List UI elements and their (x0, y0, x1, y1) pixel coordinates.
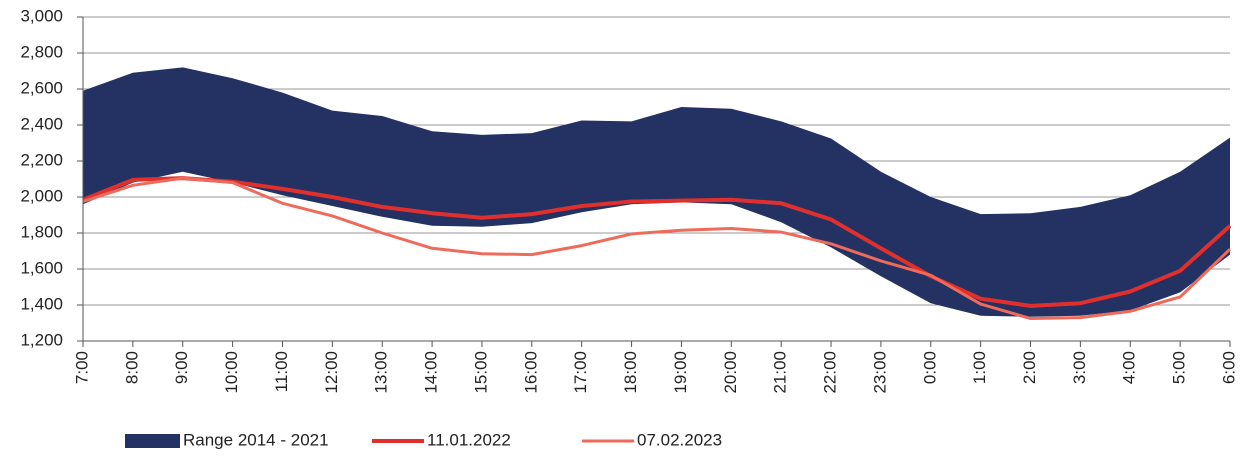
y-tick-label: 1,400 (20, 294, 63, 313)
range-area (83, 67, 1230, 317)
x-tick-label: 10:00 (222, 351, 241, 394)
x-tick-label: 13:00 (372, 351, 391, 394)
y-tick-label: 2,600 (20, 78, 63, 97)
legend-label: 07.02.2023 (637, 430, 722, 449)
y-tick-label: 1,600 (20, 258, 63, 277)
x-tick-label: 9:00 (172, 351, 191, 384)
x-tick-label: 18:00 (621, 351, 640, 394)
y-tick-label: 1,200 (20, 330, 63, 349)
x-tick-label: 11:00 (272, 351, 291, 392)
x-tick-label: 3:00 (1070, 351, 1089, 384)
series-line (82, 176, 1232, 308)
x-tick-label: 15:00 (471, 351, 490, 394)
y-tick-label: 2,400 (20, 114, 63, 133)
x-tick-label: 16:00 (521, 351, 540, 394)
x-tick-label: 21:00 (771, 351, 790, 394)
x-tick-label: 4:00 (1120, 351, 1139, 384)
series-line (82, 176, 1232, 320)
x-tick-label: 17:00 (571, 351, 590, 394)
x-tick-label: 20:00 (721, 351, 740, 394)
x-tick-label: 19:00 (671, 351, 690, 394)
x-tick-label: 23:00 (870, 351, 889, 394)
x-tick-label: 2:00 (1020, 351, 1039, 384)
legend-swatch (125, 434, 180, 448)
y-tick-label: 2,000 (20, 186, 63, 205)
legend-label: 11.01.2022 (427, 430, 511, 449)
x-tick-label: 6:00 (1219, 351, 1238, 384)
x-tick-label: 14:00 (422, 351, 441, 394)
x-tick-label: 5:00 (1170, 351, 1189, 384)
x-tick-label: 22:00 (821, 351, 840, 394)
legend-label: Range 2014 - 2021 (183, 430, 329, 449)
y-tick-label: 1,800 (20, 222, 63, 241)
x-tick-label: 7:00 (72, 351, 91, 384)
y-tick-label: 3,000 (20, 6, 63, 25)
y-tick-label: 2,200 (20, 150, 63, 169)
x-tick-label: 1:00 (970, 351, 989, 384)
x-tick-label: 12:00 (322, 351, 341, 394)
y-tick-label: 2,800 (20, 42, 63, 61)
x-tick-label: 0:00 (920, 351, 939, 384)
x-tick-label: 8:00 (122, 351, 141, 384)
